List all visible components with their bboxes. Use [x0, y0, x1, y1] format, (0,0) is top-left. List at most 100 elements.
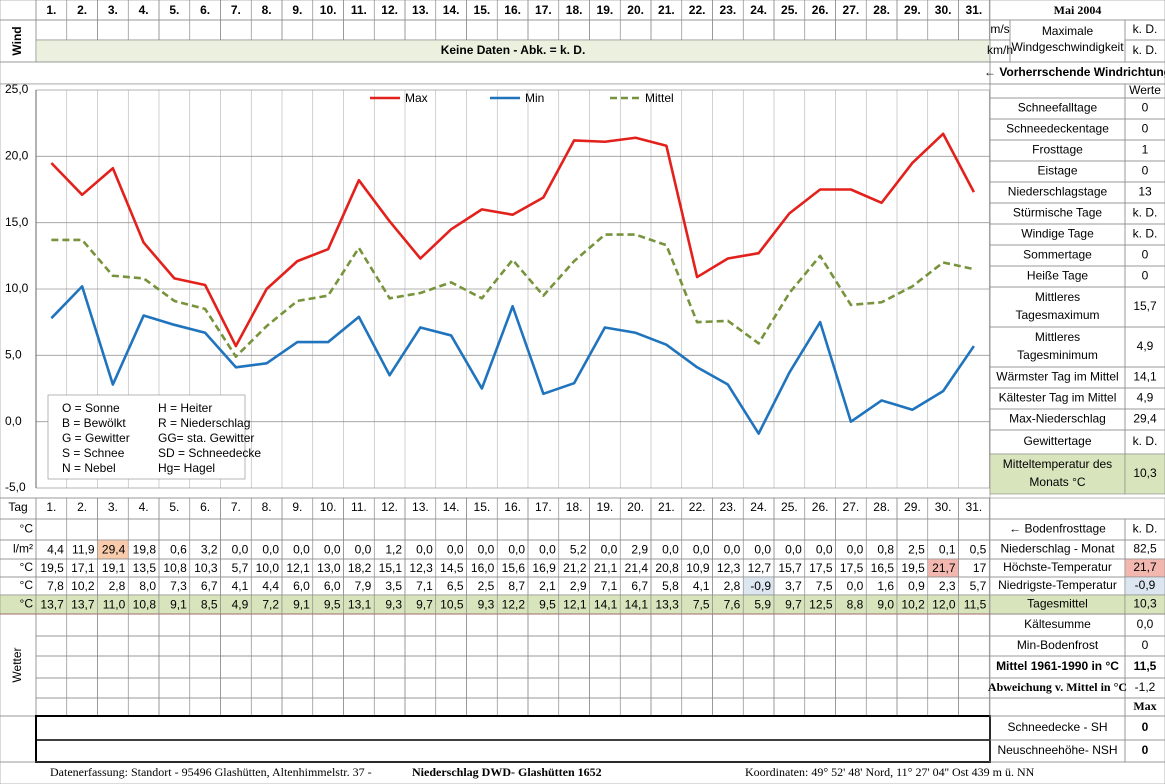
cell: [865, 655, 898, 679]
label: 19,5: [901, 561, 925, 575]
label: °C: [20, 578, 34, 592]
cell: [927, 677, 959, 699]
cell: [989, 497, 1165, 520]
cell: [250, 697, 283, 717]
cell: [312, 518, 344, 541]
label: 0: [1142, 164, 1149, 178]
cell: [742, 655, 775, 679]
label: k. D.: [1133, 43, 1158, 57]
label: 24.: [750, 500, 767, 514]
label: 82,5: [1133, 542, 1157, 556]
cell: [404, 635, 437, 657]
cell: [773, 518, 806, 541]
label: 0,5: [970, 543, 987, 557]
label: 0,0: [478, 543, 495, 557]
label: 24.: [750, 3, 767, 17]
cell: [896, 613, 929, 637]
label: 0,6: [170, 543, 187, 557]
label: 12,3: [409, 561, 433, 575]
series-line: [50, 285, 975, 435]
label: 9.: [292, 500, 302, 514]
cell: [527, 697, 560, 717]
cell: [373, 613, 406, 637]
cell: [681, 697, 713, 717]
cell: [650, 677, 683, 699]
label: 29.: [904, 3, 921, 17]
label: 10,9: [686, 561, 710, 575]
label: 12,3: [717, 561, 741, 575]
cell: [958, 655, 990, 679]
label: 3,2: [201, 543, 218, 557]
label: 0: [1142, 269, 1149, 283]
cell: [343, 518, 375, 541]
cell: [373, 697, 406, 717]
label: 0,1: [939, 543, 956, 557]
label: k. D.: [1133, 522, 1158, 536]
label: 12,0: [932, 598, 956, 612]
cell: [0, 61, 991, 85]
label: 8,0: [139, 579, 156, 593]
label: 4,9: [232, 598, 249, 612]
label: Niederschlag DWD- Glashütten 1652: [412, 765, 602, 779]
label: 2,9: [570, 579, 587, 593]
cell: [650, 655, 683, 679]
label: 5,2: [570, 543, 587, 557]
cell: [804, 677, 836, 699]
label: 19,8: [133, 543, 157, 557]
cell: [250, 518, 283, 541]
cell: [742, 518, 775, 541]
label: °C: [20, 597, 34, 611]
cell: [127, 655, 160, 679]
cell: [127, 19, 160, 41]
label: 23.: [720, 500, 737, 514]
cell: [804, 635, 836, 657]
cell: [712, 635, 744, 657]
label: 7,1: [601, 579, 618, 593]
cell: [558, 613, 590, 637]
label: N = Nebel: [62, 461, 116, 475]
cell: [527, 19, 560, 41]
label: 16,0: [471, 561, 495, 575]
cell: [158, 677, 191, 699]
label: 14.: [443, 500, 460, 514]
label: Max: [1133, 699, 1156, 713]
label: 19.: [597, 500, 614, 514]
cell: [466, 518, 498, 541]
cell: [958, 518, 990, 541]
label: 13.: [412, 3, 429, 17]
label: 4,1: [232, 579, 249, 593]
cell: [435, 635, 467, 657]
label: 13,3: [655, 598, 679, 612]
cell: [896, 655, 929, 679]
label: 3.: [108, 500, 118, 514]
cell: [865, 19, 898, 41]
label: Niedrigste-Temperatur: [998, 578, 1117, 592]
label: 1,2: [385, 543, 402, 557]
label: 0,8: [877, 543, 894, 557]
label: 2.: [77, 3, 87, 17]
weather-legend: [47, 394, 246, 480]
cell: [158, 697, 191, 717]
cell: [958, 697, 990, 717]
label: 9,7: [416, 598, 433, 612]
label: 12,1: [286, 561, 310, 575]
cell: [97, 518, 129, 541]
label: Kältester Tag im Mittel: [999, 391, 1117, 405]
label: 9,0: [877, 598, 894, 612]
label: 25.: [781, 500, 798, 514]
label: Mai 2004: [1054, 3, 1102, 17]
cell: [650, 613, 683, 637]
label: 17.: [535, 3, 552, 17]
label: 9,5: [324, 598, 341, 612]
label: 2,8: [724, 579, 741, 593]
cell: [312, 677, 344, 699]
label: °C: [20, 522, 34, 536]
label: 26.: [812, 500, 829, 514]
label: 21,7: [932, 561, 956, 575]
cell: [404, 19, 437, 41]
cell: [189, 518, 221, 541]
label: 0,0: [785, 543, 802, 557]
cell: [66, 518, 98, 541]
cell: [250, 635, 283, 657]
cell: [250, 677, 283, 699]
